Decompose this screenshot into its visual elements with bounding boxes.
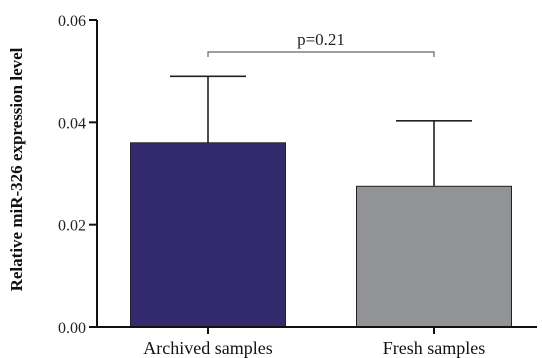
x-ticks: Archived samples Fresh samples (143, 327, 485, 358)
y-tick-label: 0.00 (58, 320, 86, 337)
error-bars-layer (170, 75, 472, 187)
y-ticks: 0.00 0.02 0.04 0.06 (58, 13, 97, 337)
bar (356, 185, 512, 328)
x-tick-label: Fresh samples (383, 338, 486, 358)
y-tick-label: 0.06 (58, 13, 86, 30)
y-tick-label: 0.04 (58, 115, 86, 132)
significance-bracket (207, 51, 435, 57)
p-value-label: p=0.21 (297, 30, 345, 49)
bars-layer (130, 142, 512, 328)
annotation-layer: p=0.21 (207, 30, 435, 57)
x-tick-label: Archived samples (143, 338, 272, 358)
y-axis-label: Relative miR-326 expression level (7, 47, 26, 291)
bar (130, 142, 286, 328)
axes-layer: 0.00 0.02 0.04 0.06 Archived samples Fresh s… (58, 13, 537, 358)
y-tick-label: 0.02 (58, 218, 86, 235)
